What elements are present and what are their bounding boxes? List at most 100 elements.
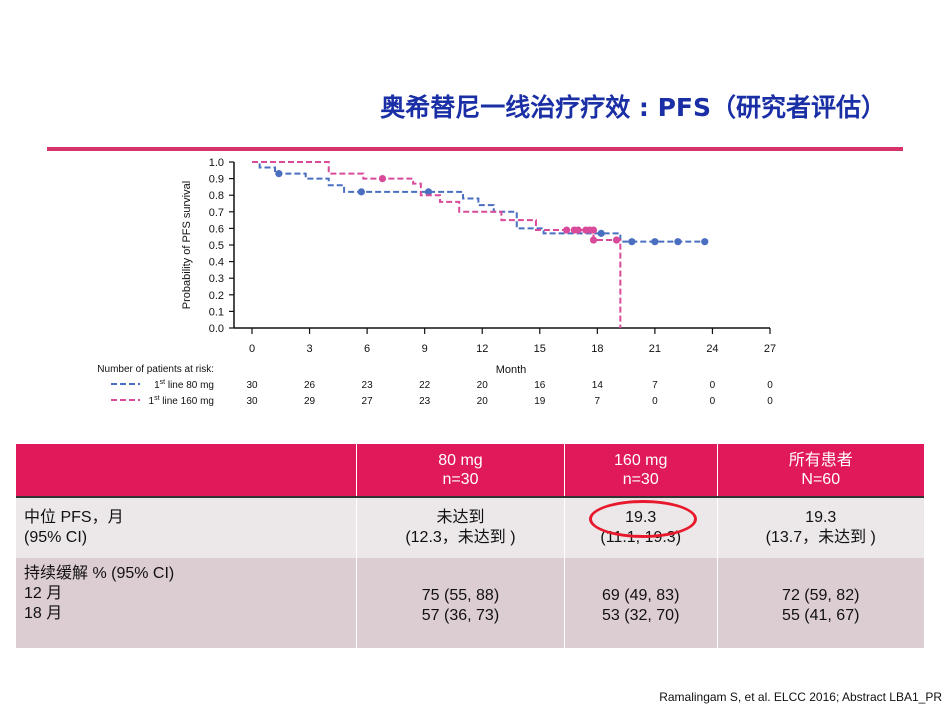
risk-count: 7: [595, 396, 601, 407]
x-tick-label: 27: [764, 343, 776, 355]
risk-count: 27: [362, 396, 374, 407]
risk-table: Number of patients at risk: 1st line 80 m…: [97, 364, 773, 407]
citation: Ramalingam S, et al. ELCC 2016; Abstract…: [659, 690, 942, 704]
table-row-median-pfs: 中位 PFS，月 (95% CI) 未达到 (12.3，未达到 ) 19.3 (…: [16, 496, 924, 558]
censor-marker: [563, 226, 571, 234]
header-all-n: N=60: [801, 471, 841, 488]
y-tick-label: 0.8: [209, 190, 224, 202]
results-table: 80 mg n=30 160 mg n=30 所有患者 N=60 中位 PFS，…: [16, 444, 924, 648]
risk-count: 23: [419, 396, 431, 407]
table-cell: 69 (49, 83) 53 (32, 70): [564, 558, 718, 648]
risk-count: 0: [710, 380, 716, 391]
censor-marker: [424, 188, 433, 196]
header-160mg: 160 mg n=30: [564, 444, 718, 497]
y-tick-label: 1.0: [209, 157, 224, 169]
chart-curves: [252, 161, 709, 328]
censor-marker: [628, 238, 636, 246]
table-header-row: 80 mg n=30 160 mg n=30 所有患者 N=60: [16, 444, 924, 497]
km-series-line-2: [252, 161, 622, 328]
header-80mg: 80 mg n=30: [356, 444, 565, 497]
y-tick-label: 0.0: [209, 323, 224, 335]
y-tick-label: 0.4: [209, 257, 224, 269]
km-chart: 0.0 0.1 0.2 0.3 0.4 0.5 0.6 0.7 0.8 0.9 1.0 0 3 6 9 12 1…: [97, 157, 776, 407]
risk-count: 0: [767, 380, 773, 391]
cell-line1: 75 (55, 88): [421, 587, 500, 604]
x-tick-label: 6: [364, 343, 370, 355]
censor-marker: [674, 238, 682, 246]
y-tick-label: 0.5: [209, 240, 224, 252]
risk-count: 14: [592, 380, 604, 391]
header-160mg-dose: 160 mg: [614, 452, 668, 469]
header-all-label: 所有患者: [788, 452, 853, 469]
highlight-oval: [589, 500, 698, 538]
risk-count: 29: [304, 396, 316, 407]
x-tick-label: 15: [534, 343, 546, 355]
y-axis-label: Probability of PFS survival: [181, 181, 193, 309]
x-axis-label: Month: [496, 364, 527, 376]
x-tick-label: 21: [649, 343, 661, 355]
risk-row-label: 1st line 80 mg: [154, 379, 214, 391]
cell-line2: 53 (32, 70): [602, 607, 680, 624]
header-all: 所有患者 N=60: [717, 444, 924, 497]
x-tick-label: 0: [249, 343, 255, 355]
table-cell: 未达到 (12.3，未达到 ): [356, 496, 565, 558]
censor-marker: [597, 229, 605, 237]
row-label-line2: 12 月: [24, 585, 63, 602]
row-label-line3: 18 月: [24, 605, 63, 622]
risk-count: 0: [652, 396, 658, 407]
y-tick-label: 0.3: [209, 273, 224, 285]
y-tick-label: 0.6: [209, 223, 224, 235]
table-cell: 19.3 (11.1, 19.3): [564, 496, 718, 558]
row-label: 持续缓解 % (95% CI) 12 月 18 月: [16, 558, 357, 648]
censor-marker: [612, 236, 621, 244]
x-tick-label: 3: [306, 343, 312, 355]
censor-marker: [589, 226, 598, 234]
risk-count: 23: [362, 380, 374, 391]
censor-marker: [701, 238, 709, 246]
header-80mg-dose: 80 mg: [438, 452, 483, 469]
x-tick-label: 18: [591, 343, 603, 355]
risk-table-label: Number of patients at risk:: [97, 364, 214, 375]
x-tick-label: 12: [476, 343, 488, 355]
table-cell: 72 (59, 82) 55 (41, 67): [717, 558, 924, 648]
table-row-durable-response: 持续缓解 % (95% CI) 12 月 18 月 75 (55, 88) 57…: [16, 558, 924, 648]
row-label-line1: 持续缓解 % (95% CI): [24, 565, 175, 582]
risk-count: 0: [767, 396, 773, 407]
risk-count: 16: [534, 380, 546, 391]
y-tick-label: 0.7: [209, 207, 224, 219]
table-cell: 19.3 (13.7，未达到 ): [717, 496, 924, 558]
risk-count: 19: [534, 396, 546, 407]
header-160mg-n: n=30: [622, 471, 659, 488]
header-empty: [16, 444, 357, 497]
row-label-line1: 中位 PFS，月: [24, 509, 124, 526]
table-cell: 75 (55, 88) 57 (36, 73): [356, 558, 565, 648]
y-tick-label: 0.2: [209, 290, 224, 302]
risk-count: 20: [477, 396, 489, 407]
cell-line1: 72 (59, 82): [782, 587, 860, 604]
censor-marker: [275, 170, 283, 178]
cell-line2: 55 (41, 67): [782, 607, 860, 624]
chart-axes: 0.0 0.1 0.2 0.3 0.4 0.5 0.6 0.7 0.8 0.9 1.0 0 3 6 9 12 1…: [181, 157, 776, 376]
y-tick-label: 0.1: [209, 306, 224, 318]
risk-count: 30: [246, 380, 258, 391]
x-tick-label: 9: [422, 343, 428, 355]
title-divider: [47, 147, 903, 151]
x-tick-label: 24: [706, 343, 718, 355]
cell-line1: 19.3: [805, 509, 837, 526]
censor-marker: [651, 238, 659, 246]
cell-line2: (13.7，未达到 ): [765, 529, 876, 546]
censor-marker: [589, 236, 598, 244]
y-tick-label: 0.9: [209, 174, 224, 186]
risk-count: 20: [477, 380, 489, 391]
risk-count: 30: [246, 396, 258, 407]
page-title: 奥希替尼一线治疗疗效 : PFS（研究者评估）: [380, 93, 886, 122]
highlighted-value: 19.3: [589, 500, 698, 538]
cell-line2: 57 (36, 73): [421, 607, 500, 624]
censor-marker: [378, 175, 387, 183]
censor-marker: [357, 188, 365, 196]
cell-line1: 未达到: [436, 509, 485, 526]
risk-count: 0: [710, 396, 716, 407]
censor-marker: [574, 226, 582, 234]
cell-line2: (12.3，未达到 ): [405, 529, 516, 546]
risk-count: 7: [652, 380, 658, 391]
